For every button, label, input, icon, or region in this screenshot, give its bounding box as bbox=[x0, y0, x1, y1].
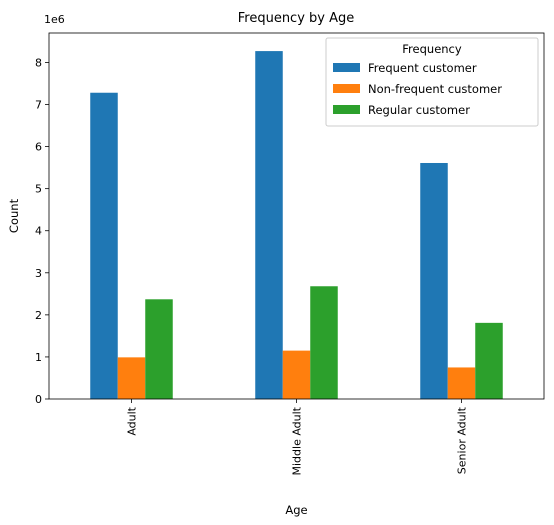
y-axis-label: Count bbox=[7, 198, 21, 233]
plot-frame bbox=[48, 32, 545, 400]
chart-title: Frequency by Age bbox=[238, 11, 355, 26]
bar-non-frequent-customer-adult bbox=[117, 357, 146, 399]
bar-regular-customer-adult bbox=[145, 299, 173, 399]
y-tick-label: 3 bbox=[35, 267, 42, 280]
legend-label: Regular customer bbox=[368, 103, 470, 117]
bar-frequent-customer-senior-adult bbox=[420, 162, 448, 399]
y-axis-multiplier: 1e6 bbox=[44, 13, 65, 26]
y-tick-label: 7 bbox=[35, 99, 42, 112]
legend: Frequency Frequent customer Non-frequent … bbox=[325, 37, 539, 127]
y-tick-label: 2 bbox=[35, 309, 42, 322]
y-tick-label: 4 bbox=[35, 225, 42, 238]
legend-swatch bbox=[333, 63, 360, 72]
legend-title: Frequency bbox=[402, 42, 462, 56]
bars-layer bbox=[90, 51, 503, 400]
y-tick-label: 1 bbox=[35, 351, 42, 364]
ticks-layer: Adult Middle Adult Senior Adult 0 1 2 3 4 5 6 7 8 bbox=[35, 56, 469, 475]
legend-box bbox=[325, 37, 539, 127]
legend-label: Frequent customer bbox=[368, 61, 477, 75]
bar-frequent-customer-adult bbox=[90, 92, 118, 400]
y-tick-label: 6 bbox=[35, 141, 42, 154]
bar-frequent-customer-middle-adult bbox=[255, 51, 283, 399]
y-tick-label: 0 bbox=[35, 393, 42, 406]
legend-label: Non-frequent customer bbox=[368, 82, 502, 96]
y-tick-label: 5 bbox=[35, 183, 42, 196]
legend-swatch bbox=[333, 105, 360, 114]
x-axis-label: Age bbox=[285, 503, 307, 517]
x-tick-label: Senior Adult bbox=[456, 406, 469, 474]
bar-regular-customer-senior-adult bbox=[475, 322, 503, 399]
bar-regular-customer-middle-adult bbox=[310, 286, 338, 399]
y-tick-label: 8 bbox=[35, 56, 42, 69]
bar-non-frequent-customer-senior-adult bbox=[447, 367, 476, 399]
x-tick-label: Middle Adult bbox=[291, 406, 304, 475]
x-tick-label: Adult bbox=[126, 406, 139, 435]
bar-non-frequent-customer-middle-adult bbox=[282, 350, 311, 399]
legend-swatch bbox=[333, 84, 360, 93]
legend-items: Frequent customer Non-frequent customer Re… bbox=[333, 61, 502, 117]
